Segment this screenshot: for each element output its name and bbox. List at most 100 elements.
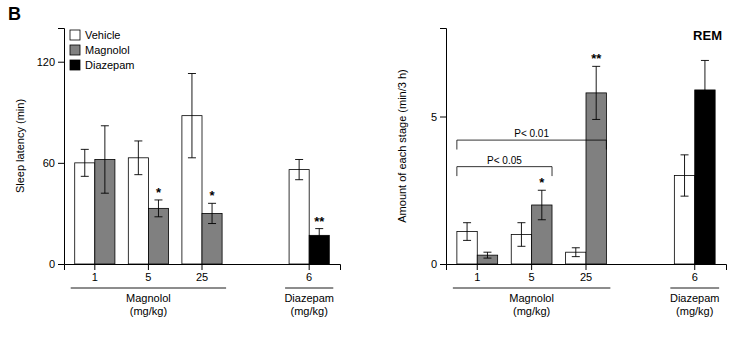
x-tick: 25 (580, 264, 592, 283)
y-tick-mark (440, 117, 446, 118)
group-underline (453, 288, 611, 289)
legend-label: Diazepam (85, 59, 135, 71)
x-tick-mark (586, 264, 587, 270)
x-tick-mark (148, 264, 149, 270)
group-label: Diazepam(mg/kg) (670, 292, 720, 317)
x-tick: 6 (692, 264, 698, 283)
x-tick-mark (694, 264, 695, 270)
x-tick: 25 (196, 264, 208, 283)
x-tick-label: 1 (92, 271, 98, 283)
significance-star: ** (314, 214, 325, 229)
group-label: Magnolol(mg/kg) (126, 292, 171, 317)
significance-bracket (457, 140, 607, 149)
error-bar (681, 155, 689, 196)
x-tick: 1 (92, 264, 98, 283)
error-bar (315, 229, 323, 242)
y-tick-mark (440, 264, 446, 265)
x-tick-label: 25 (196, 271, 208, 283)
x-tick-label: 5 (145, 271, 151, 283)
group-underline (285, 288, 333, 289)
y-tick-mark (58, 264, 64, 265)
group-underline (71, 288, 226, 289)
group-underline (670, 288, 719, 289)
y-tick: 120 (37, 56, 64, 68)
legend-item: Diazepam (70, 59, 135, 71)
error-bar (295, 159, 303, 179)
error-bar (463, 223, 471, 241)
error-bar (483, 252, 491, 258)
y-axis: 05 (431, 29, 447, 271)
error-bar (101, 126, 109, 193)
x-tick-label: 1 (474, 271, 480, 283)
error-bar (701, 60, 709, 119)
x-axis-line (65, 265, 341, 271)
y-tick: 5 (431, 111, 446, 123)
y-tick-label: 0 (49, 258, 55, 270)
x-tick-mark (477, 264, 478, 270)
x-axis-line (447, 265, 727, 271)
legend-item: Magnolol (70, 44, 130, 56)
legend-swatch (70, 60, 80, 70)
labels: *** (539, 51, 602, 190)
marks (75, 74, 330, 264)
significance-star: * (539, 175, 545, 190)
x-tick-label: 6 (692, 271, 698, 283)
legend-swatch (70, 45, 80, 55)
panel: ****15256060120Sleep latency (min)Magnol… (8, 4, 341, 317)
error-bar (188, 74, 196, 158)
y-tick: 60 (43, 157, 64, 169)
y-tick: 0 (49, 258, 64, 270)
x-tick-mark (309, 264, 310, 270)
significance-bracket (457, 167, 552, 176)
error-bar (208, 203, 216, 223)
y-axis-title: Amount of each stage (min/3 h) (396, 69, 408, 222)
error-bar (81, 149, 89, 176)
y-tick-label: 60 (43, 157, 55, 169)
error-bar (572, 248, 580, 257)
chart: ****15256060120Sleep latency (min)Magnol… (0, 0, 750, 345)
legend-label: Vehicle (85, 29, 120, 41)
x-axis: 1 5 25 6 (65, 264, 341, 283)
x-tick-label: 25 (580, 271, 592, 283)
x-axis: 1 5 25 6 (447, 264, 727, 283)
y-axis: 0 60 120 (37, 29, 65, 271)
group-label: Magnolol(mg/kg) (509, 292, 554, 317)
significance-star: ** (591, 51, 602, 66)
x-tick: 6 (306, 264, 312, 283)
error-bar (517, 223, 525, 247)
x-tick-mark (94, 264, 95, 270)
legend-swatch (70, 30, 80, 40)
x-tick: 1 (474, 264, 480, 283)
y-tick-mark (58, 163, 64, 164)
y-axis-line (440, 29, 447, 265)
y-axis-title: Sleep latency (min) (14, 99, 26, 193)
significance-star: * (210, 188, 216, 203)
x-tick-mark (202, 264, 203, 270)
y-tick-mark (58, 62, 64, 63)
y-tick: 0 (431, 258, 446, 270)
x-tick: 5 (529, 264, 535, 283)
legend: Vehicle Magnolol Diazepam (70, 29, 135, 71)
significance-label: P< 0.05 (487, 155, 522, 166)
error-bar (592, 66, 600, 119)
x-tick-mark (531, 264, 532, 270)
error-bar (538, 190, 546, 220)
title: REM (693, 28, 722, 43)
panel-label: B (8, 4, 21, 24)
marks (457, 60, 715, 264)
significance-label: P< 0.01 (514, 128, 549, 139)
group-label: Diazepam(mg/kg) (284, 292, 334, 317)
legend-label: Magnolol (85, 44, 130, 56)
bar (75, 163, 95, 264)
bar (289, 170, 309, 264)
y-tick-label: 120 (37, 56, 55, 68)
x-tick-label: 6 (306, 271, 312, 283)
x-tick-label: 5 (529, 271, 535, 283)
labels: **** (156, 185, 325, 229)
y-axis-line (58, 29, 65, 265)
significance-star: * (156, 185, 162, 200)
error-bar (134, 141, 142, 175)
legend-item: Vehicle (70, 29, 120, 41)
x-tick: 5 (145, 264, 151, 283)
y-tick-label: 5 (431, 111, 437, 123)
